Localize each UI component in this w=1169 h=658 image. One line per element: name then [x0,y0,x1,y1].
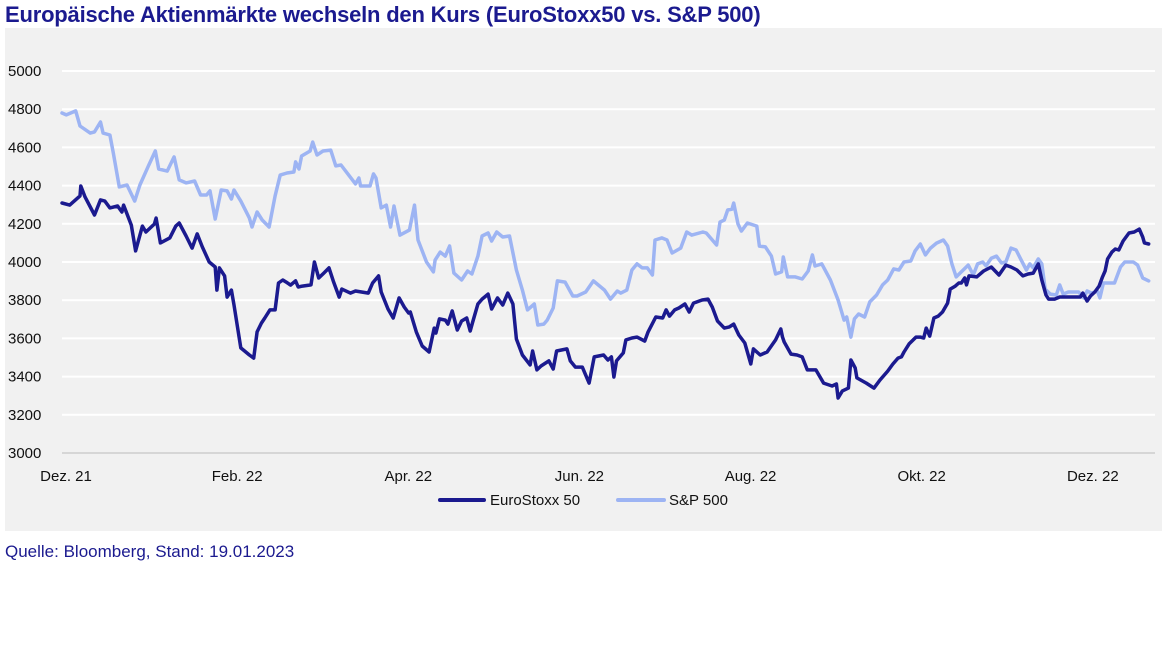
gridlines [62,70,1155,454]
y-tick-label: 4800 [8,101,41,118]
y-tick-label: 3000 [8,445,41,462]
series-line-sp500 [60,109,1151,339]
x-tick-label: Apr. 22 [385,468,433,485]
y-tick-label: 3600 [8,330,41,347]
x-tick-label: Okt. 22 [898,468,946,485]
y-tick-label: 4200 [8,216,41,233]
series-lines [60,109,1151,400]
chart-title: Europäische Aktienmärkte wechseln den Ku… [5,2,761,27]
y-tick-label: 3200 [8,407,41,424]
y-tick-label: 4600 [8,139,41,156]
source-note: Quelle: Bloomberg, Stand: 19.01.2023 [5,542,295,561]
x-tick-label: Dez. 22 [1067,468,1119,485]
legend-label-eurostoxx: EuroStoxx 50 [490,492,580,509]
y-tick-label: 3400 [8,369,41,386]
x-tick-label: Dez. 21 [40,468,92,485]
x-tick-label: Feb. 22 [212,468,263,485]
legend-label-sp500: S&P 500 [669,492,728,509]
y-tick-label: 3800 [8,292,41,309]
legend: EuroStoxx 50 S&P 500 [438,492,728,509]
y-tick-label: 4000 [8,254,41,271]
x-tick-label: Aug. 22 [725,468,777,485]
y-axis-ticks: 3000 3200 3400 3600 3800 4000 4200 4400 4600 4800… [8,63,41,462]
y-tick-label: 4400 [8,178,41,195]
series-line-eurostoxx [60,184,1151,400]
y-tick-label: 5000 [8,63,41,80]
line-chart: 3000 3200 3400 3600 3800 4000 4200 4400 4600 4800… [8,63,1155,509]
x-axis-ticks: Dez. 21 Feb. 22 Apr. 22 Jun. 22 Aug. 22 Okt. … [40,468,1119,485]
x-tick-label: Jun. 22 [555,468,604,485]
